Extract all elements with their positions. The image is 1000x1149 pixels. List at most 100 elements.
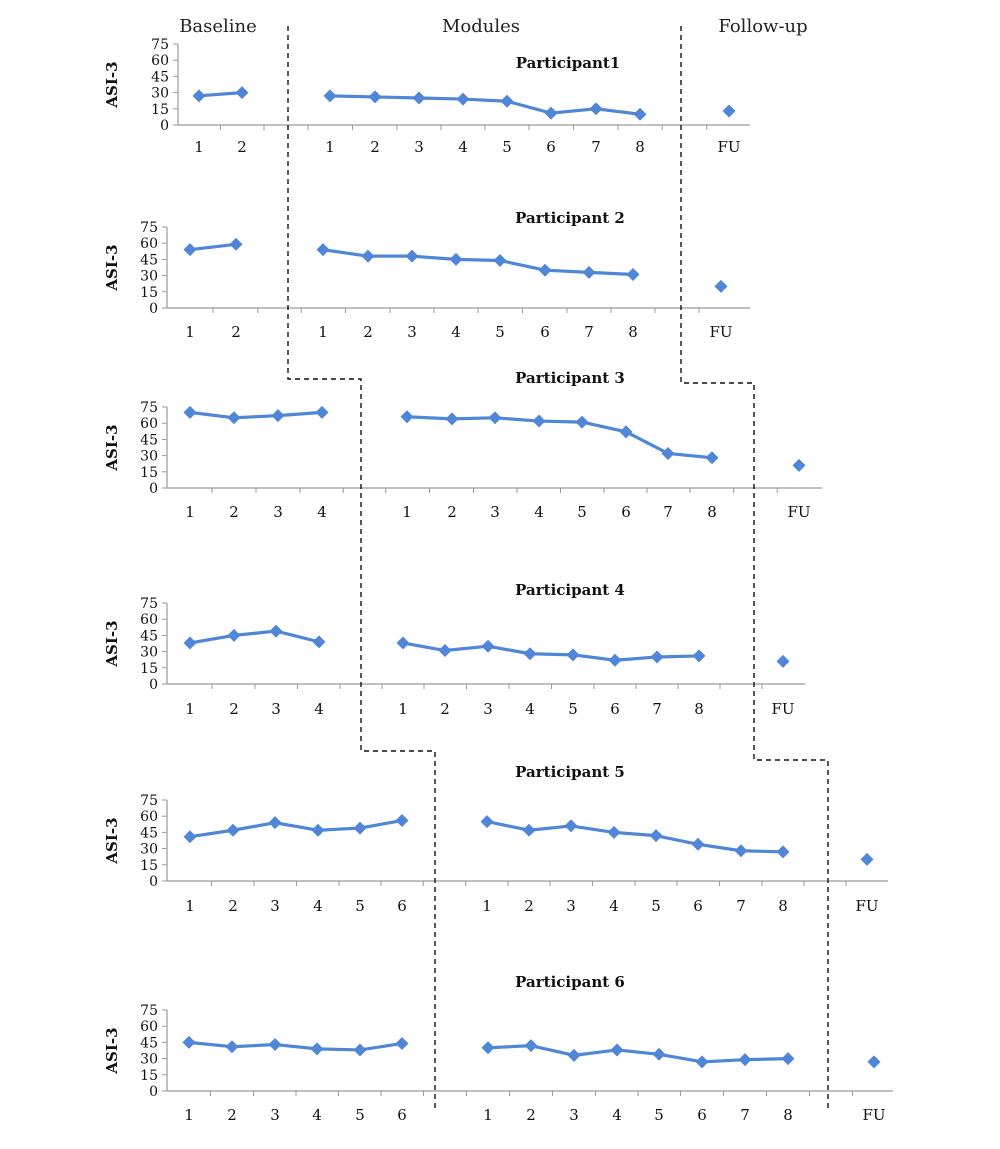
baseline-series-point bbox=[268, 816, 282, 830]
modules-series-point bbox=[567, 1048, 581, 1062]
x-tick-label-module: 5 bbox=[568, 700, 578, 718]
x-tick-label-module: 8 bbox=[635, 138, 645, 156]
x-tick-label-module: 4 bbox=[458, 138, 468, 156]
y-tick-label: 0 bbox=[149, 481, 158, 497]
x-tick-label-module: 6 bbox=[540, 323, 550, 341]
modules-series-point bbox=[738, 1053, 752, 1067]
modules-series-point bbox=[405, 249, 419, 263]
x-tick-label-module: 7 bbox=[591, 138, 601, 156]
y-tick-label: 0 bbox=[160, 118, 169, 134]
modules-series-point bbox=[456, 92, 470, 106]
x-tick-label-module: 1 bbox=[482, 897, 492, 915]
y-tick-label: 45 bbox=[140, 628, 158, 644]
x-tick-label-module: 2 bbox=[370, 138, 380, 156]
y-tick-label: 60 bbox=[140, 236, 158, 252]
x-tick-label-baseline: 3 bbox=[271, 700, 281, 718]
x-tick-label-baseline: 3 bbox=[270, 1106, 280, 1124]
x-tick-label-module: 3 bbox=[566, 897, 576, 915]
phase-divider-baseline-modules bbox=[287, 26, 436, 1111]
x-tick-label-module: 6 bbox=[697, 1106, 707, 1124]
y-tick-label: 75 bbox=[151, 37, 169, 53]
x-tick-label-module: 7 bbox=[736, 897, 746, 915]
modules-series-point bbox=[544, 106, 558, 120]
modules-series-line bbox=[402, 641, 700, 662]
y-tick-label: 0 bbox=[149, 874, 158, 890]
x-tick-label-module: 7 bbox=[584, 323, 594, 341]
x-tick-label-module: 4 bbox=[525, 700, 535, 718]
modules-series-point bbox=[692, 649, 706, 663]
x-tick-label-baseline: 6 bbox=[397, 1106, 407, 1124]
y-tick-label: 45 bbox=[140, 1035, 158, 1051]
modules-series-point bbox=[776, 845, 790, 859]
modules-series-point bbox=[575, 415, 589, 429]
modules-series-point bbox=[661, 446, 675, 460]
modules-series-point bbox=[626, 268, 640, 282]
followup-point bbox=[722, 104, 736, 118]
x-tick-label-module: 6 bbox=[693, 897, 703, 915]
y-tick-label: 45 bbox=[140, 825, 158, 841]
modules-series-point bbox=[781, 1052, 795, 1066]
modules-series-line bbox=[486, 820, 784, 854]
y-axis-title: ASI-3 bbox=[103, 61, 121, 108]
y-axis-title: ASI-3 bbox=[103, 1027, 121, 1074]
baseline-series-point bbox=[268, 1038, 282, 1052]
modules-series-point bbox=[522, 823, 536, 837]
x-tick-label-followup: FU bbox=[709, 323, 732, 341]
x-tick-label-module: 3 bbox=[490, 503, 500, 521]
y-tick-label: 60 bbox=[140, 416, 158, 432]
modules-series-point bbox=[649, 829, 663, 843]
phase-divider-modules-followup bbox=[680, 26, 829, 1111]
modules-series-point bbox=[582, 265, 596, 279]
modules-series-line bbox=[322, 248, 634, 277]
panel-title: Participant1 bbox=[516, 54, 620, 72]
y-tick-label: 30 bbox=[140, 842, 158, 858]
modules-series-point bbox=[368, 90, 382, 104]
baseline-series-point bbox=[183, 405, 197, 419]
x-tick-label-module: 8 bbox=[778, 897, 788, 915]
baseline-series-line bbox=[188, 1040, 403, 1052]
x-tick-label-module: 3 bbox=[414, 138, 424, 156]
y-tick-label: 75 bbox=[140, 1003, 158, 1019]
x-tick-label-module: 8 bbox=[783, 1106, 793, 1124]
modules-series-point bbox=[538, 263, 552, 277]
x-tick-label-module: 8 bbox=[707, 503, 717, 521]
baseline-series-point bbox=[183, 243, 197, 257]
x-tick-label-followup: FU bbox=[717, 138, 740, 156]
baseline-series-point bbox=[353, 821, 367, 835]
baseline-series-point bbox=[227, 628, 241, 642]
y-tick-label: 0 bbox=[149, 677, 158, 693]
y-tick-label: 60 bbox=[140, 809, 158, 825]
modules-series-point bbox=[608, 653, 622, 667]
y-axis-title: ASI-3 bbox=[103, 620, 121, 667]
baseline-series-line bbox=[198, 91, 243, 98]
modules-series-point bbox=[316, 243, 330, 257]
x-tick-label-module: 2 bbox=[447, 503, 457, 521]
y-tick-label: 60 bbox=[140, 612, 158, 628]
x-tick-label-module: 8 bbox=[694, 700, 704, 718]
x-tick-label-module: 8 bbox=[628, 323, 638, 341]
x-tick-label-module: 5 bbox=[495, 323, 505, 341]
y-tick-label: 30 bbox=[140, 645, 158, 661]
modules-series-point bbox=[619, 425, 633, 439]
modules-series-point bbox=[589, 102, 603, 116]
modules-series-point bbox=[488, 411, 502, 425]
x-tick-label-module: 7 bbox=[663, 503, 673, 521]
y-tick-label: 15 bbox=[140, 465, 158, 481]
modules-series-point bbox=[412, 91, 426, 105]
x-tick-label-module: 7 bbox=[740, 1106, 750, 1124]
y-tick-label: 45 bbox=[151, 69, 169, 85]
x-tick-label-module: 1 bbox=[325, 138, 335, 156]
modules-series-point bbox=[610, 1043, 624, 1057]
x-tick-label-baseline: 5 bbox=[355, 1106, 365, 1124]
x-tick-label-baseline: 2 bbox=[227, 1106, 237, 1124]
y-tick-label: 45 bbox=[140, 432, 158, 448]
x-tick-label-module: 6 bbox=[621, 503, 631, 521]
modules-series-point bbox=[734, 844, 748, 858]
modules-series-point bbox=[564, 819, 578, 833]
x-tick-label-module: 5 bbox=[654, 1106, 664, 1124]
x-tick-label-baseline: 2 bbox=[228, 897, 238, 915]
x-tick-label-module: 6 bbox=[610, 700, 620, 718]
baseline-series-point bbox=[312, 635, 326, 649]
